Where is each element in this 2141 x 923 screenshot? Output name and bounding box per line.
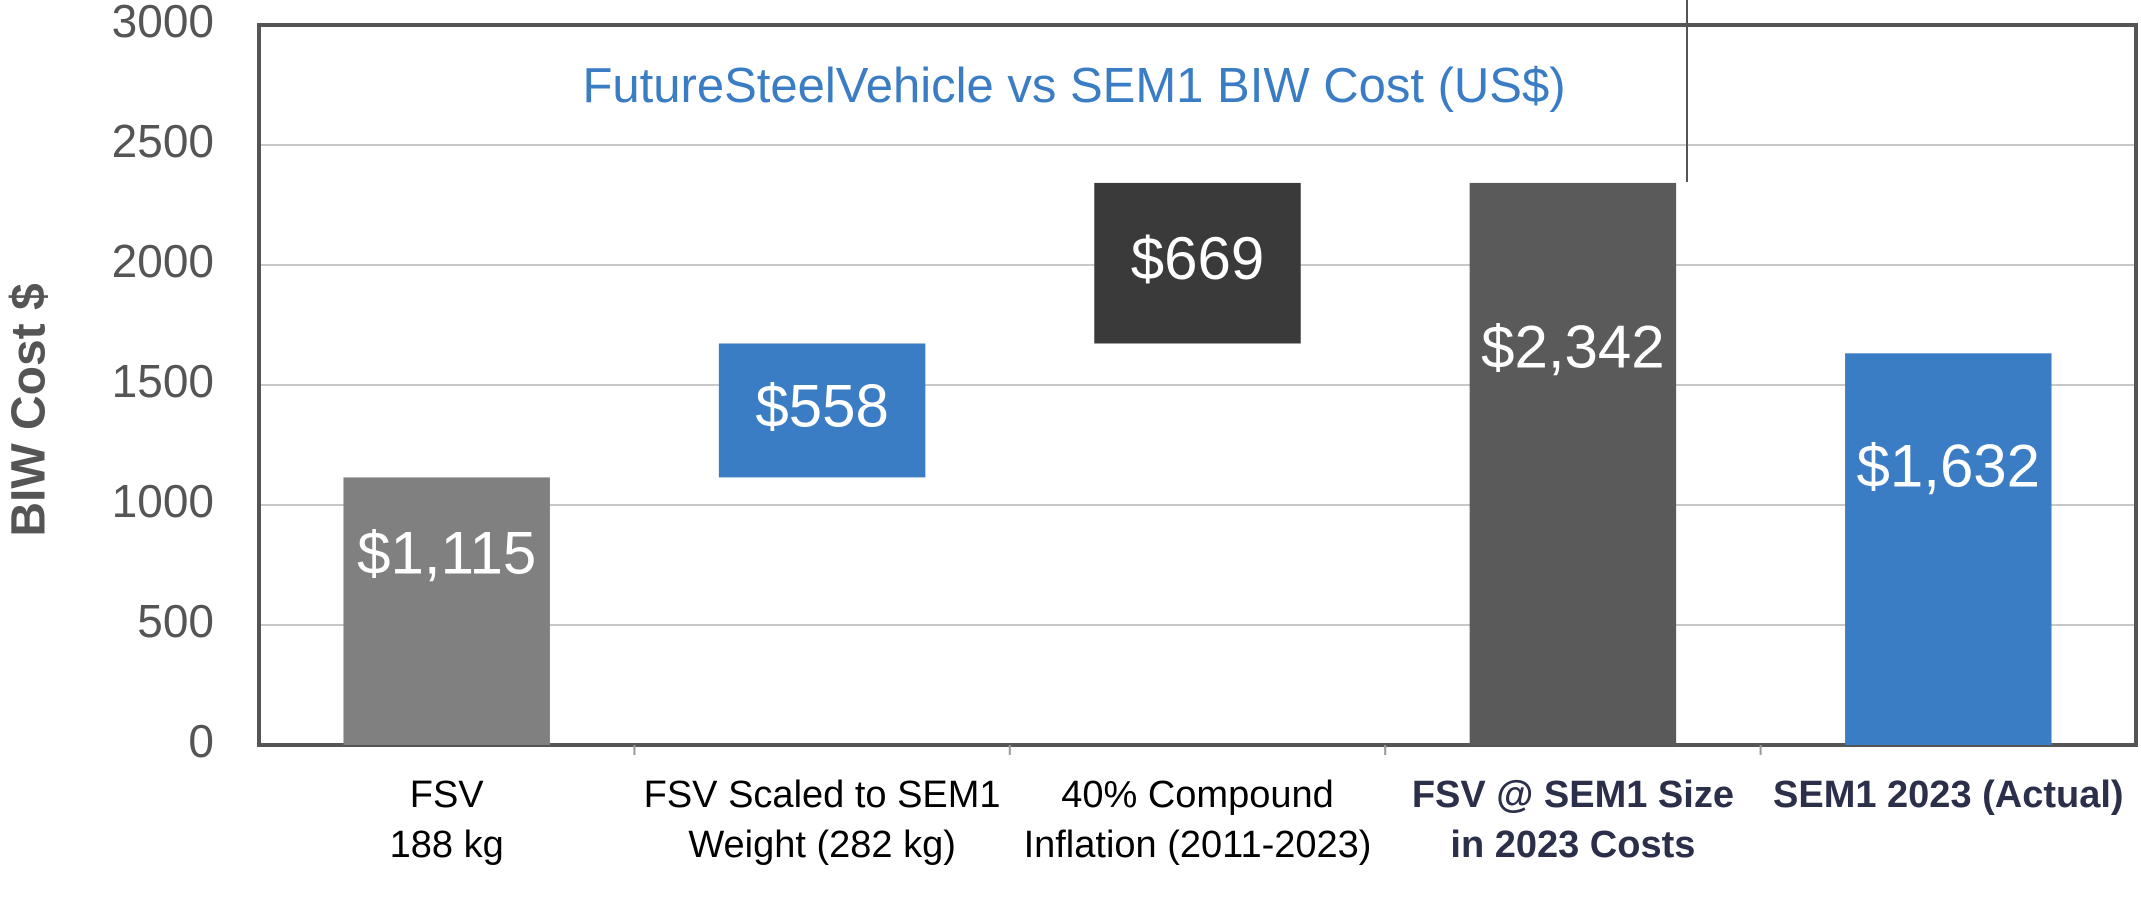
bar (718, 343, 926, 478)
x-tick-label: 40% Compound Inflation (2011-2023) (1023, 774, 1372, 866)
value-label: $1,632 (1857, 433, 2041, 500)
y-tick-label: 1000 (112, 475, 214, 527)
y-tick-label: 0 (188, 715, 214, 767)
bar (1845, 353, 2052, 745)
y-tick-label: 3000 (112, 0, 214, 47)
bar (1094, 182, 1301, 344)
x-tick-label: FSV @ SEM1 Size in 2023 Costs (1411, 774, 1734, 866)
y-tick-label: 2500 (112, 115, 214, 167)
bar (1469, 182, 1677, 746)
value-label: $1,115 (357, 520, 536, 587)
y-tick-label: 500 (137, 595, 214, 647)
plot-frame (257, 23, 2138, 747)
value-label: $669 (1131, 225, 1264, 292)
value-label: $558 (755, 372, 888, 439)
x-tick-label: FSV Scaled to SEM1 Weight (282 kg) (643, 774, 1001, 866)
y-tick-label: 2000 (112, 235, 214, 287)
y-axis-label: BIW Cost $ (3, 283, 56, 537)
y-tick-label: 1500 (112, 355, 214, 407)
chart-title: FutureSteelVehicle vs SEM1 BIW Cost (US$… (582, 59, 1565, 113)
x-tick-label: FSV 188 kg (389, 774, 504, 866)
bar (343, 477, 550, 745)
x-tick-label: SEM1 2023 (Actual) (1773, 774, 2124, 816)
value-label: $2,342 (1481, 313, 1665, 380)
